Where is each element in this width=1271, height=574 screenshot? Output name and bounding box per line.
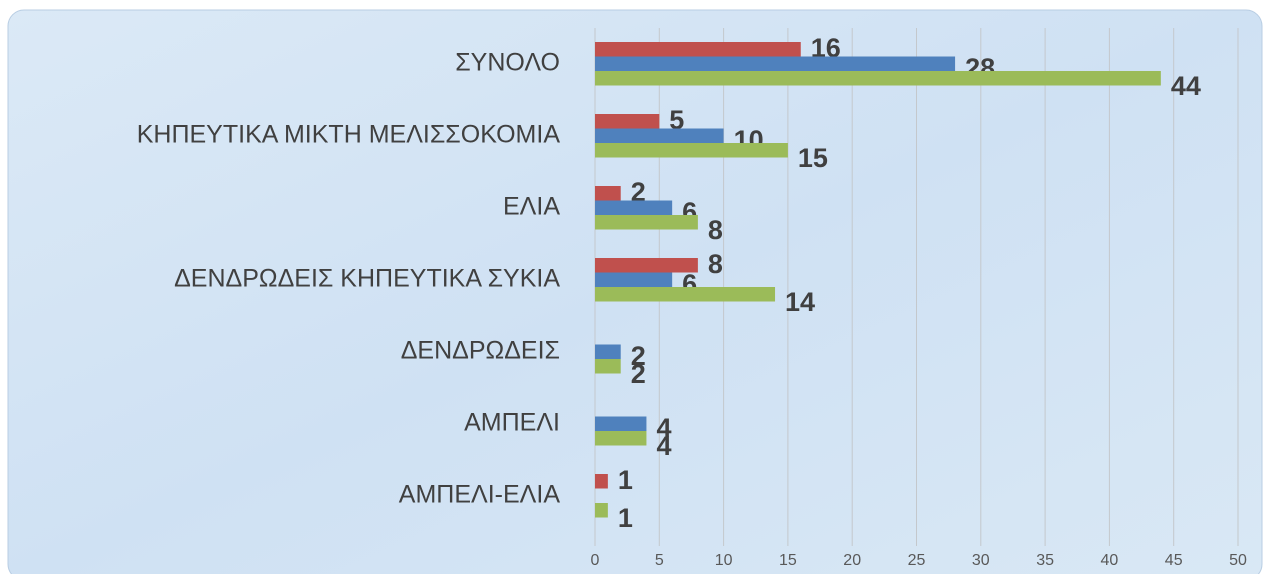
category-label: ΑΜΠΕΛΙ	[464, 409, 560, 437]
bar	[595, 431, 647, 446]
bar	[595, 128, 724, 143]
bar	[595, 344, 621, 359]
bar	[595, 56, 956, 71]
bar	[595, 71, 1161, 86]
category-label: ΔΕΝΔΡΩΔΕΙΣ	[401, 337, 560, 365]
x-tick-label: 40	[1101, 552, 1119, 569]
value-label: 1	[618, 465, 633, 495]
grid: 0 5 10 15 20 25 30 35 40 45 50	[591, 28, 1247, 569]
category-label: ΕΛΙΑ	[503, 193, 560, 221]
x-tick-label: 25	[908, 552, 926, 569]
x-tick-label: 45	[1165, 552, 1183, 569]
x-tick-label: 20	[843, 552, 861, 569]
value-label: 2	[631, 177, 646, 207]
value-label: 8	[708, 249, 723, 279]
bar	[595, 503, 608, 518]
category-label: ΑΜΠΕΛΙ-ΕΛΙΑ	[399, 481, 561, 509]
bar	[595, 200, 673, 215]
x-tick-label: 0	[591, 552, 600, 569]
category-label: ΚΗΠΕΥΤΙΚΑ ΜΙΚΤΗ ΜΕΛΙΣΣΟΚΟΜΙΑ	[137, 121, 561, 149]
bar	[595, 258, 698, 273]
bar	[595, 474, 608, 489]
value-label: 14	[785, 287, 815, 317]
value-label: 4	[656, 431, 671, 461]
bar	[595, 416, 647, 431]
category-label: ΣΥΝΟΛΟ	[455, 49, 560, 77]
value-label: 15	[798, 143, 828, 173]
x-tick-label: 5	[655, 552, 664, 569]
bar	[595, 143, 788, 158]
value-label: 4	[656, 413, 671, 443]
value-label: 2	[631, 359, 646, 389]
bar	[595, 42, 801, 57]
category-label: ΔΕΝΔΡΩΔΕΙΣ ΚΗΠΕΥΤΙΚΑ ΣΥΚΙΑ	[174, 265, 560, 293]
bar	[595, 186, 621, 201]
bar	[595, 359, 621, 374]
bar	[595, 114, 660, 129]
x-tick-label: 30	[972, 552, 990, 569]
value-label: 2	[631, 341, 646, 371]
x-tick-label: 10	[715, 552, 733, 569]
x-tick-label: 35	[1036, 552, 1054, 569]
bar	[595, 215, 698, 230]
value-label: 1	[618, 503, 633, 533]
x-tick-label: 50	[1229, 552, 1247, 569]
value-label: 8	[708, 215, 723, 245]
x-tick-label: 15	[779, 552, 797, 569]
bar	[595, 272, 673, 287]
bar	[595, 287, 776, 302]
value-label: 44	[1171, 71, 1201, 101]
value-label: 5	[669, 105, 684, 135]
